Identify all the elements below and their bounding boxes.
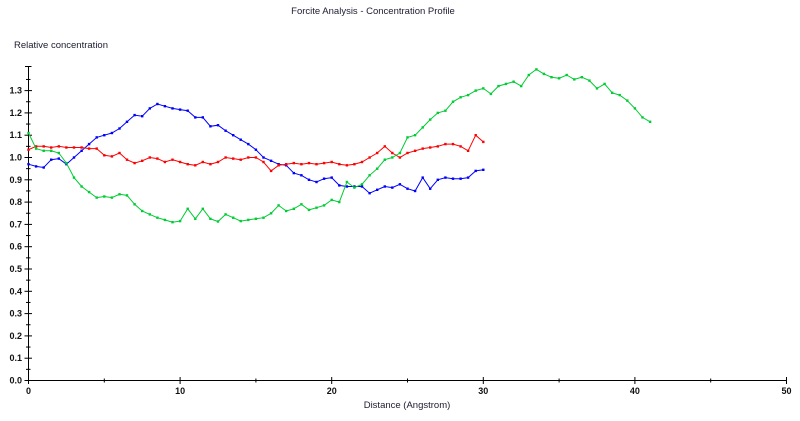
y-axis-ticks: 0.0 0.1 0.2 0.3 0.4 0.5 0.6 0.7 0.8 0.9 1.0 1.1 1.2 1… [9, 78, 32, 386]
chart-title: Forcite Analysis - Concentration Profile [291, 6, 455, 17]
series-red [27, 134, 485, 173]
svg-text:10: 10 [175, 386, 185, 396]
series-blue [27, 102, 485, 195]
y-axis-title: Relative concentration [14, 40, 108, 51]
svg-text:0.7: 0.7 [9, 219, 22, 229]
x-axis-title: Distance (Angstrom) [363, 400, 451, 411]
svg-text:0.5: 0.5 [9, 264, 22, 274]
svg-text:1.2: 1.2 [9, 108, 22, 118]
svg-text:0.3: 0.3 [9, 309, 22, 319]
svg-text:0.2: 0.2 [9, 331, 22, 341]
svg-text:0.9: 0.9 [9, 175, 22, 185]
svg-text:0.4: 0.4 [9, 286, 22, 296]
x-axis-ticks: 0 10 20 30 40 50 [26, 377, 792, 396]
svg-text:1.1: 1.1 [9, 130, 22, 140]
data-series [27, 68, 652, 224]
svg-text:0.1: 0.1 [9, 353, 22, 363]
series-green [27, 68, 652, 224]
svg-text:1.3: 1.3 [9, 86, 22, 96]
svg-text:1.0: 1.0 [9, 153, 22, 163]
svg-text:40: 40 [630, 386, 640, 396]
svg-text:20: 20 [327, 386, 337, 396]
svg-text:0: 0 [26, 386, 31, 396]
svg-text:30: 30 [478, 386, 488, 396]
svg-text:0.6: 0.6 [9, 242, 22, 252]
svg-text:0.8: 0.8 [9, 197, 22, 207]
svg-text:0.0: 0.0 [9, 376, 22, 386]
svg-text:50: 50 [781, 386, 791, 396]
axes [25, 66, 787, 381]
